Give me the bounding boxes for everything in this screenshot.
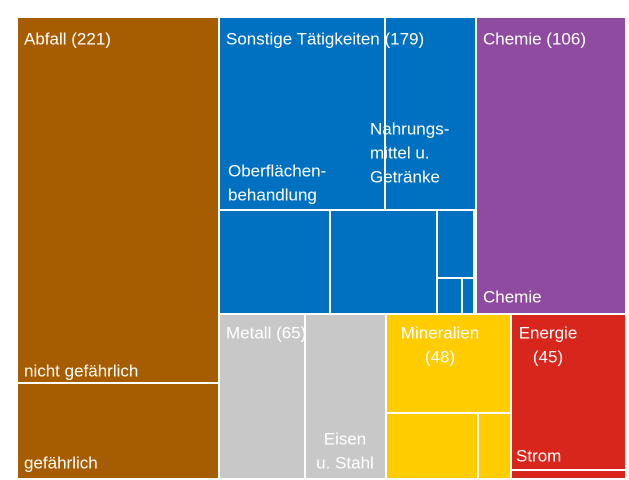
sub-label: Nahrungs- <box>370 119 449 138</box>
tile-label: Sonstige Tätigkeiten (179) <box>226 29 424 48</box>
tile <box>512 315 625 478</box>
tile-label: (45) <box>533 347 563 366</box>
tile <box>18 18 218 478</box>
tile <box>220 315 385 478</box>
tile-label: Chemie (106) <box>483 29 586 48</box>
tile-label: Energie <box>519 323 578 342</box>
tile <box>477 18 625 313</box>
sub-label: gefährlich <box>24 453 98 472</box>
sub-label: mittel u. <box>370 143 430 162</box>
sub-label: u. Stahl <box>316 453 374 472</box>
tile <box>387 315 510 478</box>
sub-label: Eisen <box>324 429 367 448</box>
sub-label: Strom <box>516 446 561 465</box>
tile-label: Mineralien <box>401 323 479 342</box>
sub-label: Oberflächen- <box>228 161 326 180</box>
tile <box>220 18 475 313</box>
sub-label: Getränke <box>370 167 440 186</box>
tile-label: (48) <box>425 347 455 366</box>
sub-label: nicht gefährlich <box>24 361 138 380</box>
tile-label: Abfall (221) <box>24 29 111 48</box>
tile-label: Metall (65) <box>226 323 306 342</box>
sub-label: Chemie <box>483 287 542 306</box>
sub-label: behandlung <box>228 185 317 204</box>
